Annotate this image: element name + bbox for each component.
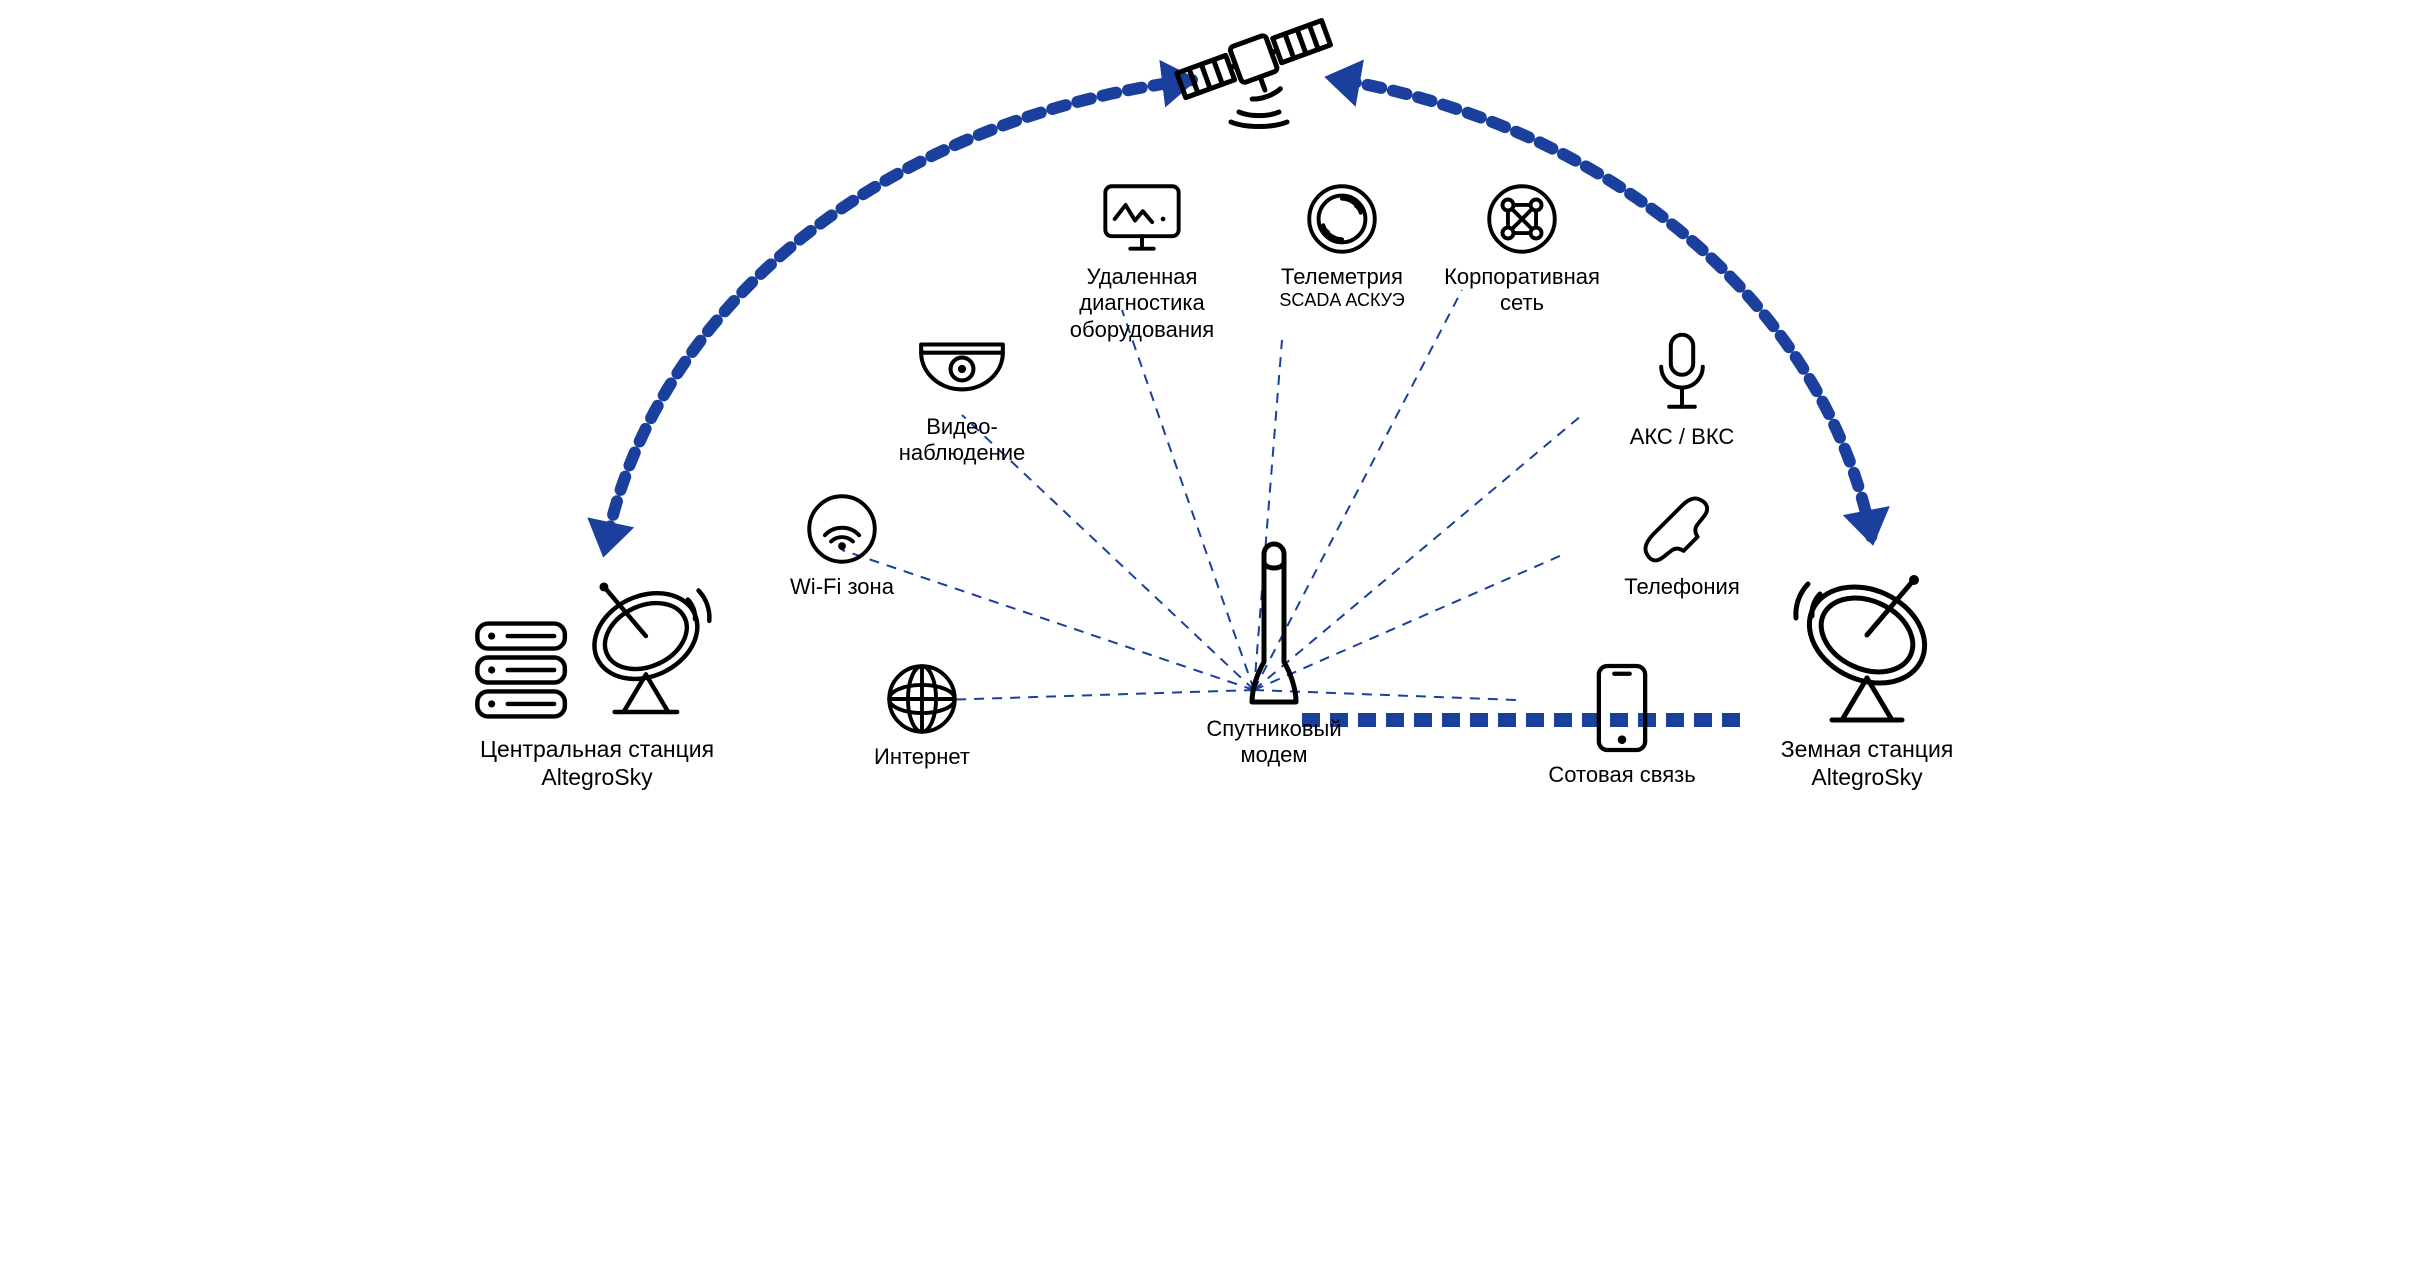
left-station: Центральная станция AltegroSky: [472, 560, 722, 791]
diag-icon: [1042, 180, 1242, 258]
internet-label: Интернет: [822, 744, 1022, 770]
aks-icon: [1582, 330, 1782, 418]
hub-modem: Спутниковый модем: [1204, 540, 1344, 769]
tele-label: Телеметрия: [1242, 264, 1442, 290]
net-label: Корпоративная сеть: [1422, 264, 1622, 317]
service-internet: Интернет: [822, 660, 1022, 770]
left-station-label: Центральная станция AltegroSky: [472, 736, 722, 791]
wifi-icon: [742, 490, 942, 568]
net-icon: [1422, 180, 1622, 258]
right-station: Земная станция AltegroSky: [1762, 560, 1972, 791]
video-icon: [862, 330, 1062, 408]
service-cell: Сотовая связь: [1522, 660, 1722, 788]
service-wifi: Wi-Fi зона: [742, 490, 942, 600]
service-video: Видео- наблюдение: [862, 330, 1062, 467]
hub-label: Спутниковый модем: [1204, 716, 1344, 769]
service-net: Корпоративная сеть: [1422, 180, 1622, 317]
aks-label: АКС / ВКС: [1582, 424, 1782, 450]
satellite-icon: [1169, 0, 1339, 140]
right-station-label: Земная станция AltegroSky: [1762, 736, 1972, 791]
phone-icon: [1582, 490, 1782, 568]
tele-icon: [1242, 180, 1442, 258]
service-tele: ТелеметрияSCADA АСКУЭ: [1242, 180, 1442, 312]
service-aks: АКС / ВКС: [1582, 330, 1782, 450]
tele-sublabel: SCADA АСКУЭ: [1242, 290, 1442, 312]
internet-icon: [822, 660, 1022, 738]
cell-icon: [1522, 660, 1722, 756]
phone-label: Телефония: [1582, 574, 1782, 600]
diag-label: Удаленная диагностика оборудования: [1042, 264, 1242, 343]
wifi-label: Wi-Fi зона: [742, 574, 942, 600]
service-diag: Удаленная диагностика оборудования: [1042, 180, 1242, 343]
service-phone: Телефония: [1582, 490, 1782, 600]
video-label: Видео- наблюдение: [862, 414, 1062, 467]
cell-label: Сотовая связь: [1522, 762, 1722, 788]
